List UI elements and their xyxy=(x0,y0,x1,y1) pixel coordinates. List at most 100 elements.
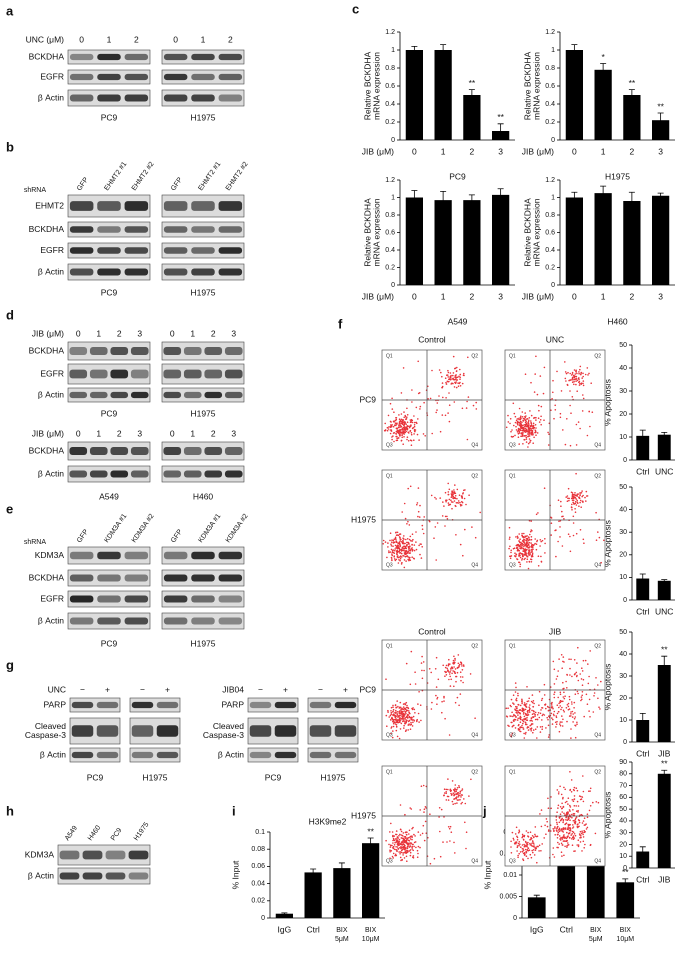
y-axis-label: mRNA expression xyxy=(531,52,541,120)
flow-event xyxy=(451,507,453,510)
x-tick-label: 0 xyxy=(572,291,577,301)
lane-label: GFP xyxy=(76,528,90,544)
blot-band xyxy=(124,53,149,61)
blot-strip xyxy=(69,717,121,745)
flow-event xyxy=(456,666,459,669)
flow-event xyxy=(422,532,425,535)
row-label: PC9 xyxy=(359,394,376,404)
x-tick-label: JIB xyxy=(658,748,671,758)
flow-event xyxy=(597,801,600,804)
flow-event xyxy=(517,711,520,713)
flow-event xyxy=(391,559,393,562)
quadrant-label: Q3 xyxy=(509,732,516,738)
flow-event xyxy=(562,515,564,518)
flow-event xyxy=(527,714,530,716)
flow-event xyxy=(395,417,398,419)
flow-event xyxy=(556,823,558,825)
flow-event xyxy=(569,667,571,670)
flow-event xyxy=(565,837,568,840)
flow-event xyxy=(462,554,464,557)
flow-event xyxy=(521,532,523,535)
flow-event xyxy=(570,713,572,715)
lane-label: H1975 xyxy=(133,821,151,842)
flow-event xyxy=(385,714,388,717)
flow-event xyxy=(402,843,404,845)
flow-event xyxy=(393,848,396,851)
flow-event xyxy=(395,545,398,547)
y-tick-label: 0.8 xyxy=(385,65,395,72)
flow-event xyxy=(455,386,458,389)
flow-event xyxy=(527,422,530,425)
flow-event xyxy=(407,558,409,561)
flow-event xyxy=(530,424,533,427)
flow-event xyxy=(543,366,546,369)
flow-event xyxy=(580,696,583,698)
flow-event xyxy=(559,412,562,415)
flow-event xyxy=(392,420,395,423)
x-tick-label: 3 xyxy=(658,146,663,156)
flow-event xyxy=(390,421,392,423)
flow-event xyxy=(446,374,448,377)
flow-event xyxy=(412,721,414,724)
flow-event xyxy=(459,663,461,666)
flow-event xyxy=(581,796,584,798)
error-bar xyxy=(639,573,646,584)
lane-label: PC9 xyxy=(110,827,124,842)
significance-mark: ** xyxy=(622,867,629,877)
treatment-label: UNC xyxy=(48,684,66,694)
flow-event xyxy=(511,725,514,728)
flow-event xyxy=(401,549,403,551)
flow-event xyxy=(414,712,416,714)
flow-event xyxy=(552,853,554,856)
bar xyxy=(304,872,322,918)
lane-label: 0 xyxy=(170,328,175,338)
flow-event xyxy=(514,421,517,424)
flow-event xyxy=(409,838,412,840)
flow-event xyxy=(399,544,401,546)
flow-event xyxy=(445,791,448,793)
flow-event xyxy=(522,539,525,541)
flow-event xyxy=(545,833,547,835)
flow-event xyxy=(576,723,578,725)
flow-event xyxy=(529,530,532,533)
quadrant-label: Q2 xyxy=(471,769,478,775)
flow-event xyxy=(415,541,417,543)
flow-event xyxy=(451,493,454,495)
flow-event xyxy=(592,711,595,713)
flow-event xyxy=(525,851,528,854)
error-bar xyxy=(571,44,578,56)
y-axis-label: % Apoptosis xyxy=(602,379,612,426)
flow-event xyxy=(538,421,541,423)
flow-event xyxy=(515,536,517,538)
flow-event xyxy=(572,831,575,833)
flow-event xyxy=(416,720,418,723)
quadrant-label: Q1 xyxy=(509,643,516,649)
blot-band xyxy=(71,725,94,737)
flow-event xyxy=(557,807,559,809)
y-tick-label: 0 xyxy=(623,597,627,604)
flow-event xyxy=(411,725,414,727)
flow-event xyxy=(532,548,534,550)
flow-event xyxy=(444,377,447,380)
flow-event xyxy=(447,371,450,374)
flow-event xyxy=(576,390,578,393)
flow-event xyxy=(407,837,410,839)
flow-event xyxy=(410,548,413,550)
y-tick-label: 30 xyxy=(619,388,627,395)
flow-event xyxy=(573,795,576,797)
y-axis-label: Relative BCKDHA xyxy=(362,198,372,267)
blot-band xyxy=(218,247,243,254)
flow-event xyxy=(402,367,405,369)
flow-event xyxy=(418,516,421,518)
chart-caption: PC9 xyxy=(449,171,466,181)
flow-event xyxy=(583,829,585,832)
flow-event xyxy=(569,829,572,832)
flow-event xyxy=(448,658,450,661)
lane-label: 1 xyxy=(96,328,101,338)
quadrant-label: Q1 xyxy=(386,769,393,775)
flow-event xyxy=(528,549,530,551)
flow-event xyxy=(581,822,584,824)
flow-event xyxy=(410,421,412,424)
blot-band xyxy=(105,872,126,880)
flow-event xyxy=(527,547,530,549)
